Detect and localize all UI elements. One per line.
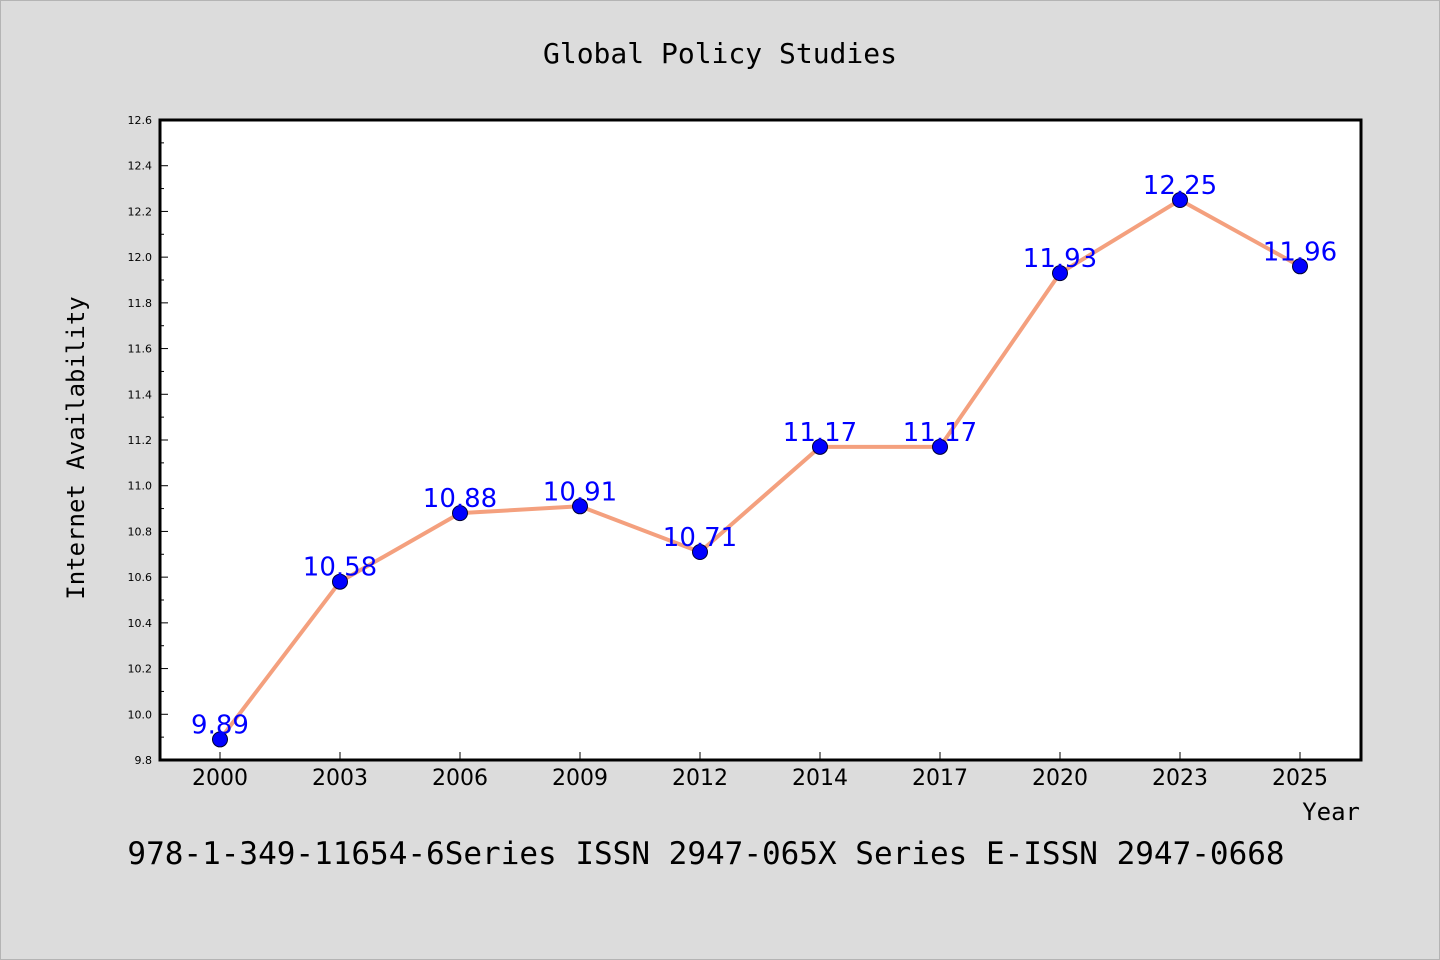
y-tick-label: 11.6 bbox=[128, 343, 153, 356]
y-axis: 9.8 10.0 10.2 10.4 10.6 10.8 11.0 11.2 11.4 11.6 1… bbox=[128, 114, 168, 767]
y-tick-label: 11.4 bbox=[128, 388, 153, 401]
chart-title: Global Policy Studies bbox=[543, 37, 897, 70]
y-axis-label: Internet Availability bbox=[62, 296, 90, 599]
x-tick-label: 2003 bbox=[312, 766, 368, 791]
data-label: 12.25 bbox=[1143, 171, 1217, 201]
y-tick-label: 11.8 bbox=[128, 297, 153, 310]
x-tick-label: 2025 bbox=[1272, 766, 1328, 791]
data-label: 11.17 bbox=[783, 418, 857, 448]
data-point bbox=[1172, 192, 1188, 208]
x-tick-label: 2006 bbox=[432, 766, 488, 791]
data-point bbox=[1052, 265, 1068, 282]
data-label: 10.71 bbox=[663, 523, 737, 553]
data-point bbox=[932, 438, 948, 455]
data-label: 11.96 bbox=[1263, 237, 1337, 267]
data-label: 10.88 bbox=[423, 484, 497, 514]
data-label: 10.58 bbox=[303, 553, 377, 583]
y-tick-label: 11.0 bbox=[128, 480, 153, 493]
x-axis: 2000 2003 2006 2009 2012 2014 2017 2020 2023 2025 bbox=[192, 752, 1328, 791]
data-point bbox=[1292, 258, 1308, 275]
data-point bbox=[332, 573, 348, 590]
series-group: 9.89 10.58 10.88 10.91 10.71 11.17 11.17 11.93 1… bbox=[191, 171, 1337, 748]
y-tick-label: 12.6 bbox=[128, 114, 153, 127]
y-tick-label: 9.8 bbox=[135, 754, 153, 767]
y-tick-label: 10.4 bbox=[128, 617, 153, 630]
data-label: 10.91 bbox=[543, 477, 617, 507]
data-point bbox=[212, 731, 228, 748]
data-label: 11.93 bbox=[1023, 244, 1097, 274]
y-tick-label: 10.6 bbox=[128, 571, 153, 584]
x-tick-label: 2014 bbox=[792, 766, 848, 791]
data-point bbox=[812, 438, 828, 455]
series-line bbox=[218, 198, 1301, 741]
y-tick-label: 10.8 bbox=[128, 525, 153, 538]
data-point bbox=[692, 544, 708, 560]
data-label: 9.89 bbox=[191, 710, 249, 740]
y-tick-label: 10.0 bbox=[128, 708, 153, 721]
x-tick-label: 2009 bbox=[552, 766, 608, 791]
y-tick-label: 12.2 bbox=[128, 205, 153, 218]
y-tick-label: 12.4 bbox=[128, 160, 153, 173]
x-tick-label: 2012 bbox=[672, 766, 728, 791]
data-point bbox=[572, 498, 588, 515]
x-axis-label: Year bbox=[1302, 798, 1360, 826]
data-point bbox=[452, 505, 468, 522]
y-tick-label: 10.2 bbox=[128, 663, 153, 676]
plot-area bbox=[158, 118, 1363, 762]
y-tick-label: 12.0 bbox=[128, 251, 153, 264]
data-label: 11.17 bbox=[903, 418, 977, 448]
x-tick-label: 2020 bbox=[1032, 766, 1088, 791]
y-tick-label: 11.2 bbox=[128, 434, 153, 447]
x-tick-label: 2023 bbox=[1152, 766, 1208, 791]
isbn-footer: 978-1-349-11654-6Series ISSN 2947-065X S… bbox=[127, 836, 1284, 872]
x-tick-label: 2000 bbox=[192, 766, 248, 791]
x-tick-label: 2017 bbox=[912, 766, 968, 791]
